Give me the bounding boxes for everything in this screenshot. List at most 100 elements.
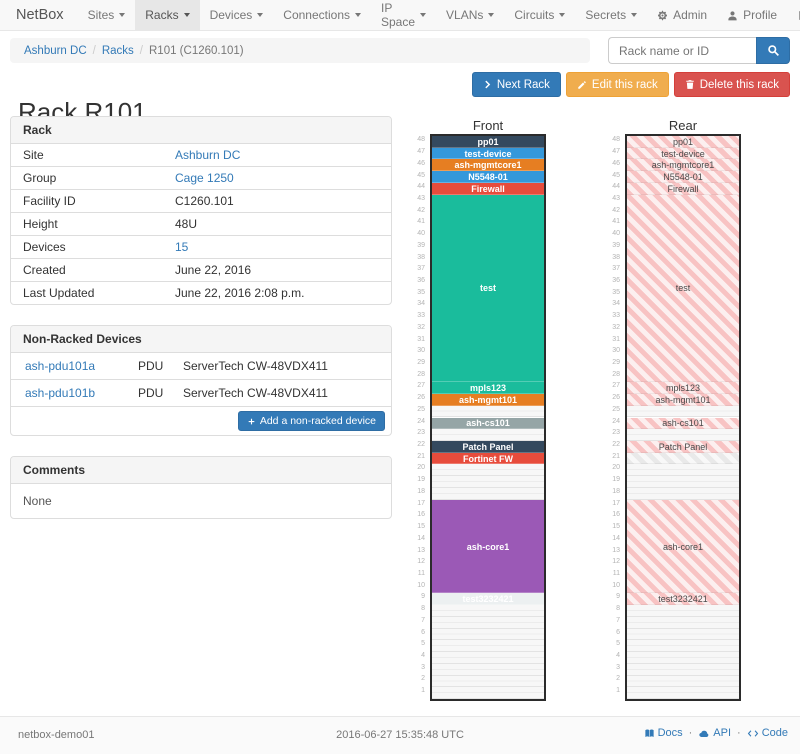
add-nonracked-device-button[interactable]: Add a non-racked device <box>237 411 385 431</box>
delete-this-rack-button[interactable]: Delete this rack <box>673 72 790 97</box>
unit-number: 30 <box>417 347 425 355</box>
front-device-ash-mgmt101[interactable]: ash-mgmt101 <box>432 394 544 406</box>
device-label: ash-cs101 <box>466 418 510 429</box>
cloud-icon <box>698 728 710 739</box>
unit-number: 28 <box>612 370 620 378</box>
search-icon <box>767 44 780 57</box>
unit-number: 13 <box>417 546 425 554</box>
unit-number: 25 <box>612 405 620 413</box>
left-column: Rack Site Ashburn DC Group Cage 1250 Facilit… <box>10 116 392 539</box>
breadcrumb: Ashburn DC / Racks / R101 (C1260.101) <box>10 38 590 63</box>
attribute-value: June 22, 2016 2:08 p.m. <box>175 286 305 300</box>
rack-unit-empty <box>432 675 544 688</box>
unit-number: 35 <box>612 288 620 296</box>
unit-number: 14 <box>612 534 620 542</box>
front-device-ash-core1[interactable]: ash-core1 <box>432 499 544 594</box>
nav-item-admin[interactable]: Admin <box>647 0 717 30</box>
unit-number: 37 <box>417 265 425 273</box>
unit-number: 38 <box>417 253 425 261</box>
next-rack-button[interactable]: Next Rack <box>471 72 561 97</box>
unit-number: 7 <box>421 616 425 624</box>
unit-number: 32 <box>612 323 620 331</box>
front-device-test[interactable]: test <box>432 194 544 383</box>
rear-device-test-device[interactable]: test-device <box>627 147 739 160</box>
unit-number: 8 <box>616 605 620 613</box>
unit-number: 45 <box>417 171 425 179</box>
search-button[interactable] <box>756 37 790 64</box>
front-device-firewall[interactable]: Firewall <box>432 182 544 195</box>
table-row: Last Updated June 22, 2016 2:08 p.m. <box>11 281 391 304</box>
attribute-label: Group <box>23 171 57 185</box>
attribute-link-ashburn-dc[interactable]: Ashburn DC <box>175 148 241 162</box>
rear-device-test3232421[interactable]: test3232421 <box>627 593 739 606</box>
front-device-n5548-01[interactable]: N5548-01 <box>432 171 544 183</box>
front-device-patch-panel[interactable]: Patch Panel <box>432 440 544 453</box>
device-link-ash-pdu101a[interactable]: ash-pdu101a <box>25 359 96 373</box>
unit-number: 11 <box>612 569 620 577</box>
breadcrumb-link-racks[interactable]: Racks <box>101 44 134 57</box>
rear-device-firewall[interactable]: Firewall <box>627 182 739 195</box>
edit-this-rack-button[interactable]: Edit this rack <box>565 72 669 97</box>
rear-device-n5548-01[interactable]: N5548-01 <box>627 171 739 183</box>
device-label: Firewall <box>667 183 699 194</box>
rear-device-ash-mgmt101[interactable]: ash-mgmt101 <box>627 394 739 406</box>
attribute-link-15[interactable]: 15 <box>175 240 189 254</box>
rear-device-mpls123[interactable]: mpls123 <box>627 382 739 395</box>
rack-unit-empty <box>627 652 739 664</box>
unit-number: 10 <box>612 581 620 589</box>
rack-attributes-table: Site Ashburn DC Group Cage 1250 Facility ID C… <box>11 144 391 304</box>
nav-item-log-out[interactable]: Log out <box>787 0 800 30</box>
rear-device-pp01[interactable]: pp01 <box>627 136 739 148</box>
caret-down-icon <box>631 13 638 17</box>
unit-number: 4 <box>421 651 425 659</box>
table-row: Height 48U <box>11 212 391 235</box>
attribute-label: Created <box>23 263 66 277</box>
search-input[interactable] <box>608 37 756 64</box>
footer-link-docs[interactable]: Docs <box>644 727 683 739</box>
unit-number: 17 <box>612 499 620 507</box>
front-device-test3232421[interactable]: test3232421 <box>432 593 544 606</box>
rack-unit-empty <box>432 628 544 641</box>
nav-item-vlans[interactable]: VLANs <box>436 0 504 30</box>
rack-unit-empty <box>627 476 739 488</box>
front-device-ash-cs101[interactable]: ash-cs101 <box>432 417 544 430</box>
rear-device-patch-panel[interactable]: Patch Panel <box>627 440 739 453</box>
front-device-fortinet-fw[interactable]: Fortinet FW <box>432 452 544 465</box>
nav-item-sites[interactable]: Sites <box>78 0 136 30</box>
nav-user-menu: Admin Profile Log out <box>647 0 800 30</box>
nav-item-devices[interactable]: Devices <box>200 0 274 30</box>
footer-link-api[interactable]: API <box>698 727 731 739</box>
front-device-pp01[interactable]: pp01 <box>432 136 544 148</box>
attribute-link-cage-1250[interactable]: Cage 1250 <box>175 171 234 185</box>
footer-link-code[interactable]: Code <box>747 727 788 739</box>
front-device-test-device[interactable]: test-device <box>432 147 544 160</box>
nav-item-racks[interactable]: Racks <box>135 0 200 30</box>
breadcrumb-link-ashburn-dc[interactable]: Ashburn DC <box>24 44 87 57</box>
rack-unit-empty <box>432 687 544 699</box>
rear-device-ash-core1[interactable]: ash-core1 <box>627 499 739 594</box>
unit-number: 18 <box>417 487 425 495</box>
comments-panel: Comments None <box>10 456 392 519</box>
rear-device-ash-cs101[interactable]: ash-cs101 <box>627 417 739 430</box>
device-link-ash-pdu101b[interactable]: ash-pdu101b <box>25 386 96 400</box>
unit-number: 27 <box>417 382 425 390</box>
table-row: ash-pdu101a PDU ServerTech CW-48VDX411 <box>11 353 391 379</box>
brand[interactable]: NetBox <box>16 7 64 23</box>
nav-item-connections[interactable]: Connections <box>273 0 371 30</box>
unit-number: 32 <box>417 323 425 331</box>
unit-number: 23 <box>612 429 620 437</box>
nav-item-profile[interactable]: Profile <box>717 0 787 30</box>
front-device-mpls123[interactable]: mpls123 <box>432 382 544 395</box>
button-label: Next Rack <box>496 78 550 91</box>
rack-unit-empty <box>627 663 739 676</box>
nav-item-label: Racks <box>145 8 179 22</box>
nav-item-label: Profile <box>743 8 778 22</box>
rear-device-ash-mgmtcore1[interactable]: ash-mgmtcore1 <box>627 159 739 172</box>
front-device-ash-mgmtcore1[interactable]: ash-mgmtcore1 <box>432 159 544 172</box>
nav-item-circuits[interactable]: Circuits <box>504 0 575 30</box>
nav-item-secrets[interactable]: Secrets <box>575 0 647 30</box>
nav-item-ip-space[interactable]: IP Space <box>371 0 436 30</box>
rear-device-test[interactable]: test <box>627 194 739 383</box>
breadcrumb-current: R101 (C1260.101) <box>149 44 244 57</box>
rear-device-fortinet-fw[interactable] <box>627 452 739 465</box>
